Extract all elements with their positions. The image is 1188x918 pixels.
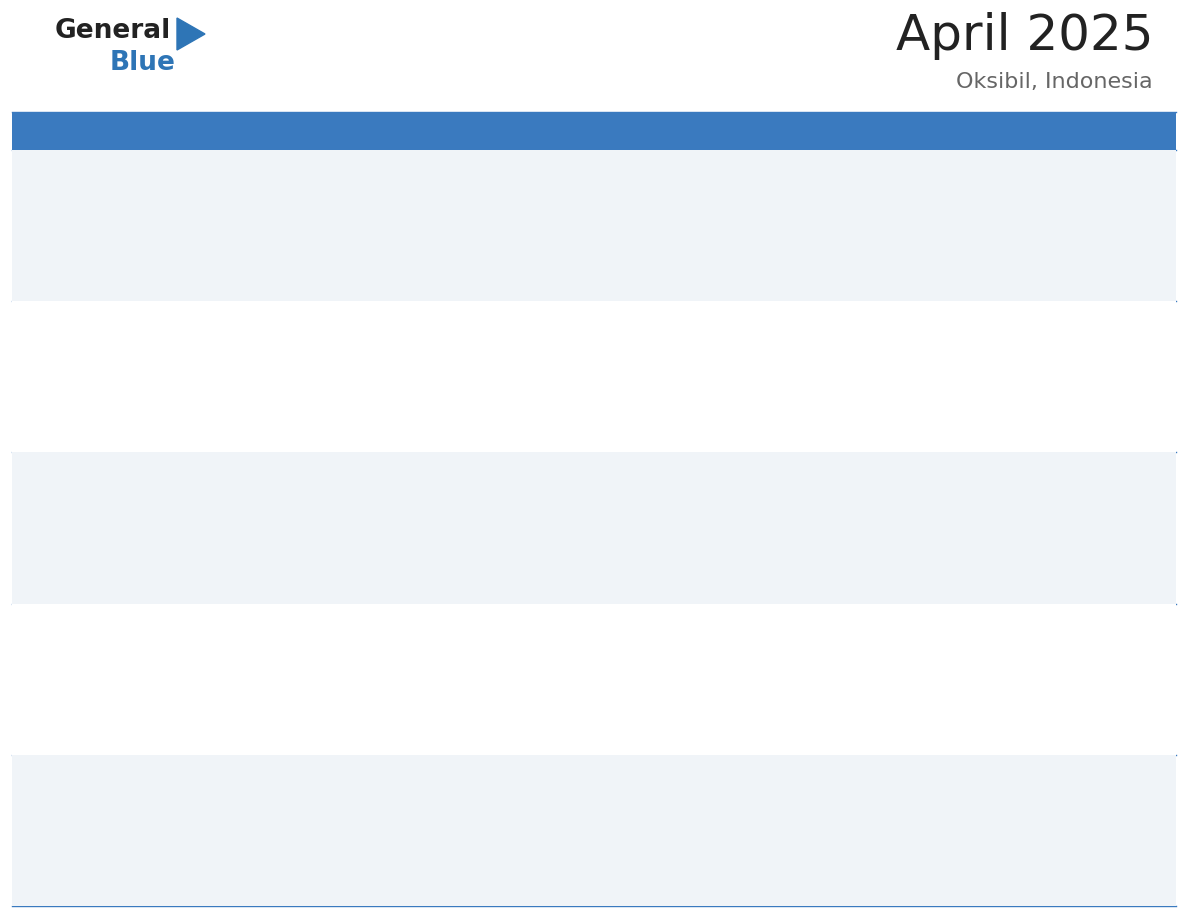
Text: 30: 30 [518,765,538,779]
Text: Monday: Monday [185,124,255,139]
Text: Sunrise: 5:36 AM
Sunset: 5:33 PM
Daylight: 11 hours
and 56 minutes.: Sunrise: 5:36 AM Sunset: 5:33 PM Dayligh… [185,785,291,835]
Text: Sunrise: 5:39 AM
Sunset: 5:42 PM
Daylight: 12 hours
and 3 minutes.: Sunrise: 5:39 AM Sunset: 5:42 PM Dayligh… [518,180,624,230]
Text: 25: 25 [851,613,871,629]
Text: Sunrise: 5:37 AM
Sunset: 5:37 PM
Daylight: 12 hours
and 0 minutes.: Sunrise: 5:37 AM Sunset: 5:37 PM Dayligh… [185,482,291,533]
Text: 21: 21 [185,613,206,629]
Text: Sunrise: 5:36 AM
Sunset: 5:34 PM
Daylight: 11 hours
and 58 minutes.: Sunrise: 5:36 AM Sunset: 5:34 PM Dayligh… [518,633,624,685]
Text: Sunrise: 5:38 AM
Sunset: 5:39 PM
Daylight: 12 hours
and 1 minute.: Sunrise: 5:38 AM Sunset: 5:39 PM Dayligh… [518,331,624,382]
Text: 19: 19 [1017,463,1037,477]
Text: 27: 27 [19,765,39,779]
Text: 5: 5 [1017,160,1026,175]
Text: Sunrise: 5:38 AM
Sunset: 5:41 PM
Daylight: 12 hours
and 2 minutes.: Sunrise: 5:38 AM Sunset: 5:41 PM Dayligh… [1017,180,1123,230]
Text: 9: 9 [518,311,527,326]
Text: Sunrise: 5:39 AM
Sunset: 5:41 PM
Daylight: 12 hours
and 2 minutes.: Sunrise: 5:39 AM Sunset: 5:41 PM Dayligh… [851,180,956,230]
Text: 23: 23 [518,613,538,629]
Polygon shape [177,18,206,50]
Text: 2: 2 [518,160,527,175]
Text: Sunrise: 5:37 AM
Sunset: 5:35 PM
Daylight: 11 hours
and 58 minutes.: Sunrise: 5:37 AM Sunset: 5:35 PM Dayligh… [19,633,125,685]
Text: 10: 10 [684,311,704,326]
Text: Sunrise: 5:37 AM
Sunset: 5:37 PM
Daylight: 12 hours
and 0 minutes.: Sunrise: 5:37 AM Sunset: 5:37 PM Dayligh… [352,482,457,533]
Text: 16: 16 [518,463,538,477]
Text: Wednesday: Wednesday [518,124,621,139]
Text: 11: 11 [851,311,871,326]
Text: Sunrise: 5:39 AM
Sunset: 5:42 PM
Daylight: 12 hours
and 3 minutes.: Sunrise: 5:39 AM Sunset: 5:42 PM Dayligh… [684,180,790,230]
Text: 17: 17 [684,463,704,477]
Text: Tuesday: Tuesday [352,124,424,139]
Text: Sunrise: 5:36 AM
Sunset: 5:33 PM
Daylight: 11 hours
and 57 minutes.: Sunrise: 5:36 AM Sunset: 5:33 PM Dayligh… [19,785,125,835]
Text: Sunrise: 5:38 AM
Sunset: 5:39 PM
Daylight: 12 hours
and 1 minute.: Sunrise: 5:38 AM Sunset: 5:39 PM Dayligh… [684,331,790,382]
Text: Thursday: Thursday [684,124,767,139]
Text: 1: 1 [352,160,362,175]
Text: Sunrise: 5:37 AM
Sunset: 5:38 PM
Daylight: 12 hours
and 0 minutes.: Sunrise: 5:37 AM Sunset: 5:38 PM Dayligh… [19,482,125,533]
Text: Sunrise: 5:37 AM
Sunset: 5:38 PM
Daylight: 12 hours
and 0 minutes.: Sunrise: 5:37 AM Sunset: 5:38 PM Dayligh… [1017,331,1123,382]
Text: 22: 22 [352,613,372,629]
Text: Sunrise: 5:38 AM
Sunset: 5:40 PM
Daylight: 12 hours
and 2 minutes.: Sunrise: 5:38 AM Sunset: 5:40 PM Dayligh… [185,331,291,382]
Text: Sunrise: 5:38 AM
Sunset: 5:40 PM
Daylight: 12 hours
and 1 minute.: Sunrise: 5:38 AM Sunset: 5:40 PM Dayligh… [352,331,457,382]
Text: Sunrise: 5:36 AM
Sunset: 5:33 PM
Daylight: 11 hours
and 56 minutes.: Sunrise: 5:36 AM Sunset: 5:33 PM Dayligh… [518,785,624,835]
Text: 8: 8 [352,311,362,326]
Text: Sunrise: 5:36 AM
Sunset: 5:34 PM
Daylight: 11 hours
and 57 minutes.: Sunrise: 5:36 AM Sunset: 5:34 PM Dayligh… [851,633,956,685]
Text: Blue: Blue [110,50,176,76]
Text: 20: 20 [19,613,39,629]
Text: Sunday: Sunday [19,124,86,139]
Text: Sunrise: 5:37 AM
Sunset: 5:36 PM
Daylight: 11 hours
and 59 minutes.: Sunrise: 5:37 AM Sunset: 5:36 PM Dayligh… [1017,482,1123,533]
Text: 28: 28 [185,765,206,779]
Text: Sunrise: 5:38 AM
Sunset: 5:41 PM
Daylight: 12 hours
and 2 minutes.: Sunrise: 5:38 AM Sunset: 5:41 PM Dayligh… [19,331,125,382]
Text: Friday: Friday [851,124,906,139]
Text: 12: 12 [1017,311,1037,326]
Text: 29: 29 [352,765,372,779]
Text: Sunrise: 5:36 AM
Sunset: 5:35 PM
Daylight: 11 hours
and 58 minutes.: Sunrise: 5:36 AM Sunset: 5:35 PM Dayligh… [185,633,291,685]
Text: General: General [55,18,171,44]
Text: Sunrise: 5:37 AM
Sunset: 5:37 PM
Daylight: 11 hours
and 59 minutes.: Sunrise: 5:37 AM Sunset: 5:37 PM Dayligh… [518,482,624,533]
Text: Sunrise: 5:37 AM
Sunset: 5:36 PM
Daylight: 11 hours
and 59 minutes.: Sunrise: 5:37 AM Sunset: 5:36 PM Dayligh… [684,482,790,533]
Text: 13: 13 [19,463,39,477]
Text: Oksibil, Indonesia: Oksibil, Indonesia [956,72,1154,92]
Text: Sunrise: 5:36 AM
Sunset: 5:34 PM
Daylight: 11 hours
and 57 minutes.: Sunrise: 5:36 AM Sunset: 5:34 PM Dayligh… [684,633,790,685]
Text: Saturday: Saturday [1017,124,1098,139]
Text: 4: 4 [851,160,860,175]
Text: 24: 24 [684,613,704,629]
Text: Sunrise: 5:38 AM
Sunset: 5:39 PM
Daylight: 12 hours
and 1 minute.: Sunrise: 5:38 AM Sunset: 5:39 PM Dayligh… [851,331,956,382]
Text: 14: 14 [185,463,206,477]
Text: 26: 26 [1017,613,1037,629]
Text: Sunrise: 5:36 AM
Sunset: 5:33 PM
Daylight: 11 hours
and 56 minutes.: Sunrise: 5:36 AM Sunset: 5:33 PM Dayligh… [352,785,457,835]
Text: Sunrise: 5:39 AM
Sunset: 5:43 PM
Daylight: 12 hours
and 3 minutes.: Sunrise: 5:39 AM Sunset: 5:43 PM Dayligh… [352,180,457,230]
Text: Sunrise: 5:36 AM
Sunset: 5:35 PM
Daylight: 11 hours
and 58 minutes.: Sunrise: 5:36 AM Sunset: 5:35 PM Dayligh… [352,633,457,685]
Text: Sunrise: 5:36 AM
Sunset: 5:34 PM
Daylight: 11 hours
and 57 minutes.: Sunrise: 5:36 AM Sunset: 5:34 PM Dayligh… [1017,633,1123,685]
Text: 7: 7 [185,311,195,326]
Text: Sunrise: 5:37 AM
Sunset: 5:36 PM
Daylight: 11 hours
and 59 minutes.: Sunrise: 5:37 AM Sunset: 5:36 PM Dayligh… [851,482,956,533]
Text: 6: 6 [19,311,30,326]
Text: April 2025: April 2025 [896,12,1154,60]
Text: 15: 15 [352,463,372,477]
Text: 3: 3 [684,160,694,175]
Text: 18: 18 [851,463,871,477]
